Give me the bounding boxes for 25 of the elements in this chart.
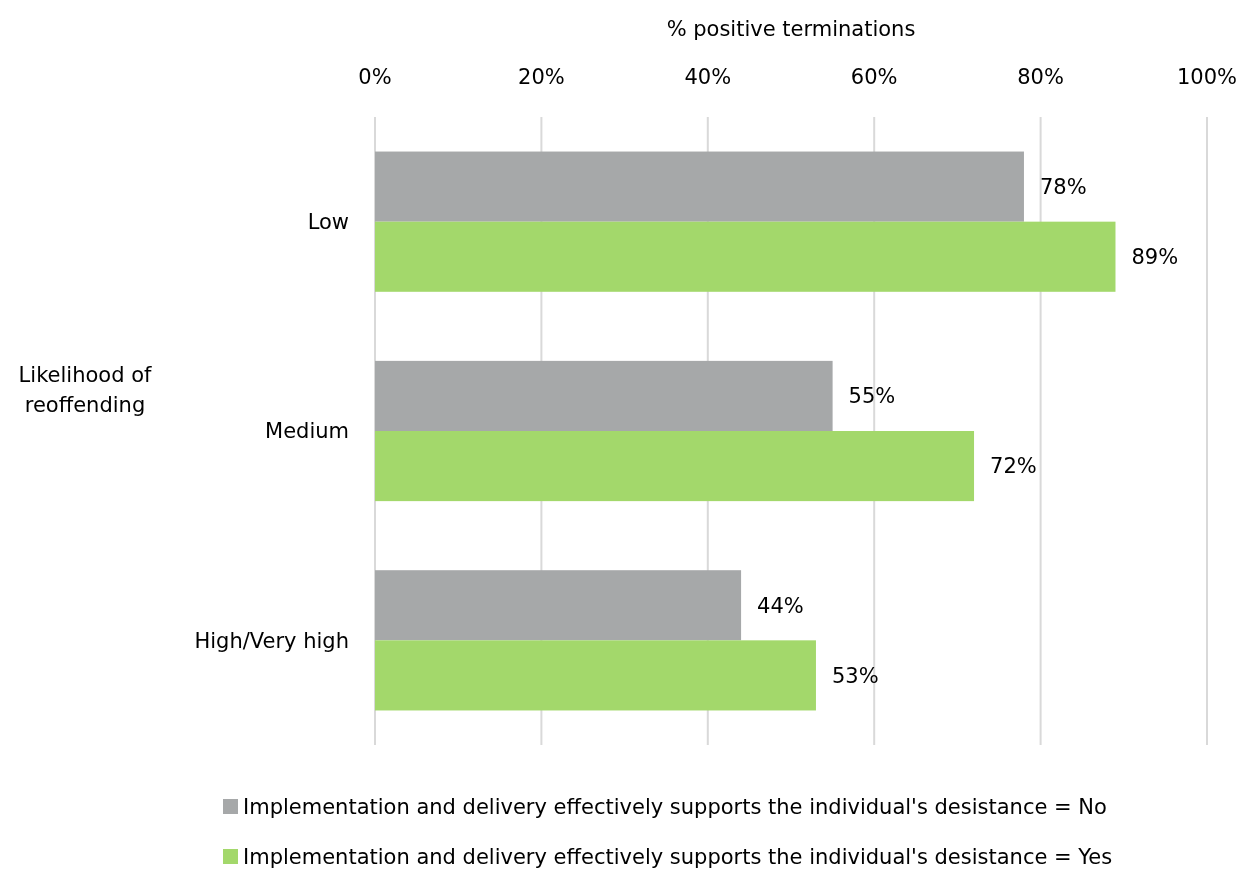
legend-label: Implementation and delivery effectively supports the individual's desistance = No <box>243 795 1107 820</box>
data-label: 53% <box>831 663 879 688</box>
bar <box>375 640 816 711</box>
data-label: 44% <box>757 593 804 618</box>
data-label: 89% <box>1131 245 1179 270</box>
x-tick-label: 40% <box>684 65 732 89</box>
x-tick-label: 100% <box>1176 65 1238 89</box>
y-tick-label: Medium <box>265 419 349 444</box>
bar <box>375 221 1116 292</box>
data-label: 72% <box>990 454 1037 479</box>
bar <box>375 431 975 502</box>
y-axis-title: Likelihood of reoffending <box>18 363 152 417</box>
bar <box>375 570 742 641</box>
y-tick-label: High/Very high <box>194 628 349 653</box>
legend-label: Implementation and delivery effectively supports the individual's desistance = Yes <box>243 845 1113 869</box>
data-label: 78% <box>1039 174 1087 199</box>
x-tick-label: 60% <box>850 65 898 89</box>
x-tick-label: 80% <box>1017 65 1064 89</box>
data-label: 55% <box>848 384 896 409</box>
bar <box>375 360 833 431</box>
x-tick-label: 20% <box>518 65 565 89</box>
y-tick-label: Low <box>307 210 349 235</box>
x-tick-label: 0% <box>358 65 392 89</box>
bar <box>375 151 1024 222</box>
x-axis-title: % positive terminations <box>666 17 916 41</box>
